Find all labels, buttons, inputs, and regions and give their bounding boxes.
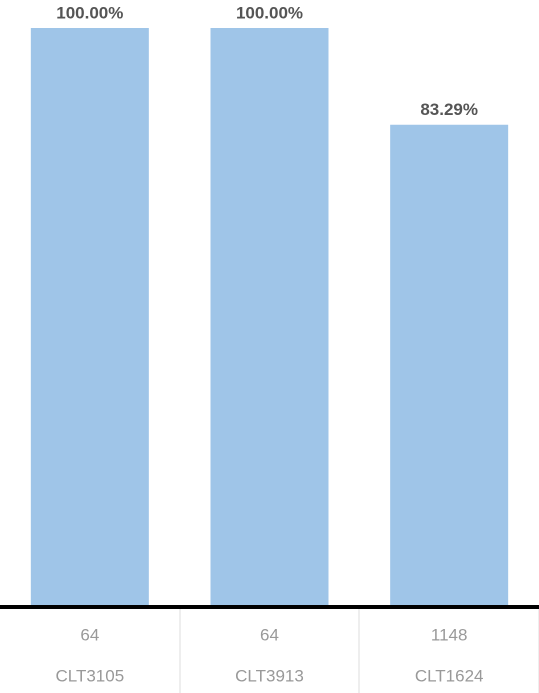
bar bbox=[210, 28, 329, 607]
count-label: 64 bbox=[260, 625, 279, 644]
count-label: 1148 bbox=[431, 625, 468, 644]
value-label: 100.00% bbox=[56, 3, 123, 22]
value-label: 100.00% bbox=[236, 3, 303, 22]
value-label: 83.29% bbox=[420, 100, 478, 119]
count-label: 64 bbox=[80, 625, 99, 644]
x-tick-label: CLT3105 bbox=[55, 666, 124, 685]
bar bbox=[390, 124, 509, 607]
bar bbox=[30, 28, 149, 607]
x-tick-label: CLT3913 bbox=[235, 666, 304, 685]
x-tick-label: CLT1624 bbox=[415, 666, 484, 685]
